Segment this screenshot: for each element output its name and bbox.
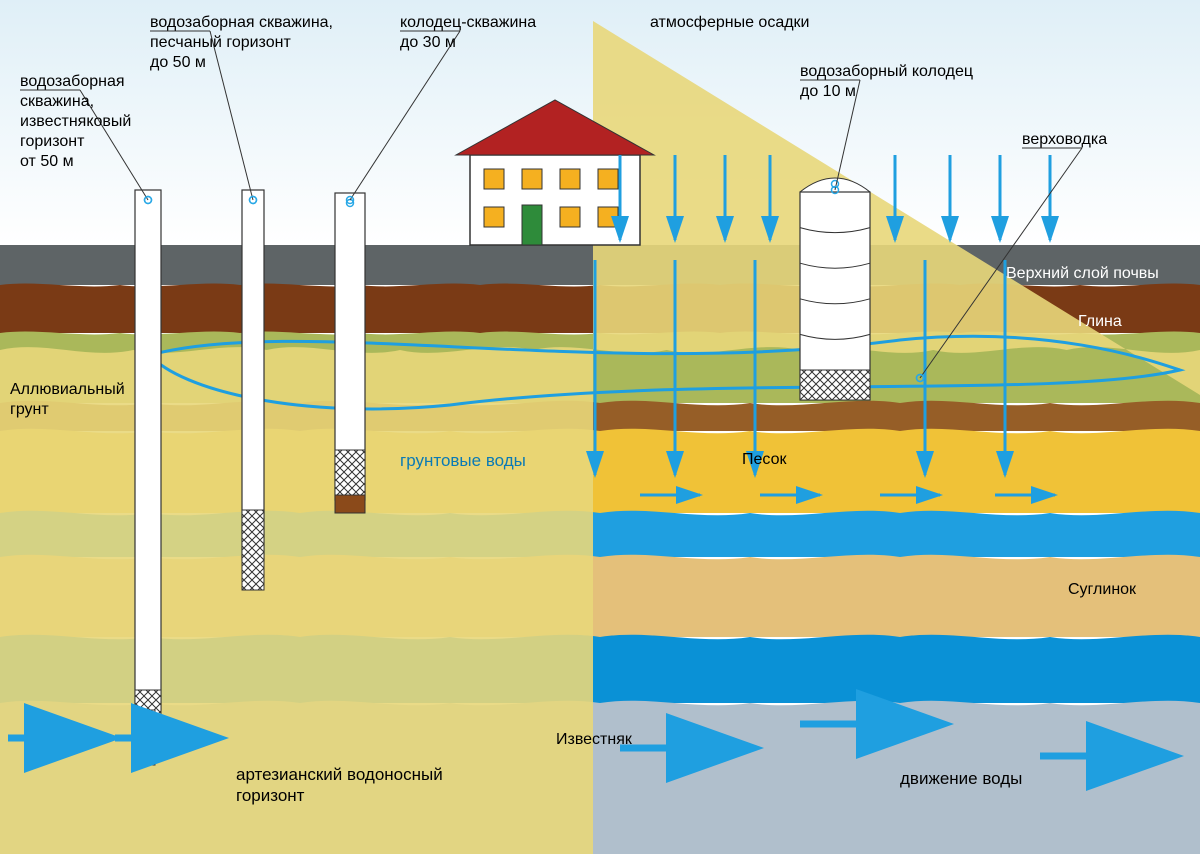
layer-label-topsoil: Верхний слой почвы <box>1006 264 1159 284</box>
layer-label-alluvial: Аллювиальный грунт <box>10 380 125 420</box>
well-artesian <box>135 190 161 760</box>
well-dug <box>800 178 870 400</box>
dug-well-label: водозаборный колодец до 10 м <box>800 62 973 102</box>
perched-label: верховодка <box>1022 130 1107 150</box>
well-sand <box>242 190 264 590</box>
layer-label-loam: Суглинок <box>1068 580 1136 600</box>
layer-label-limestone: Известняк <box>556 730 632 750</box>
groundwater: грунтовые воды <box>400 450 526 471</box>
layer-label-clay: Глина <box>1078 312 1122 332</box>
sand-well-label: водозаборная скважина, песчаный горизонт… <box>150 13 333 73</box>
artesian-label: водозаборная скважина, известняковый гор… <box>20 72 131 172</box>
house-door <box>522 205 542 245</box>
flow: движение воды <box>900 768 1022 789</box>
borehole-well-label: колодец-скважина до 30 м <box>400 13 536 53</box>
artesian-aquifer: артезианский водоносный горизонт <box>236 764 443 807</box>
diagram-svg <box>0 0 1200 854</box>
well-borehole <box>335 193 365 513</box>
layer-label-sand: Песок <box>742 450 786 470</box>
precip-label: атмосферные осадки <box>650 13 809 33</box>
